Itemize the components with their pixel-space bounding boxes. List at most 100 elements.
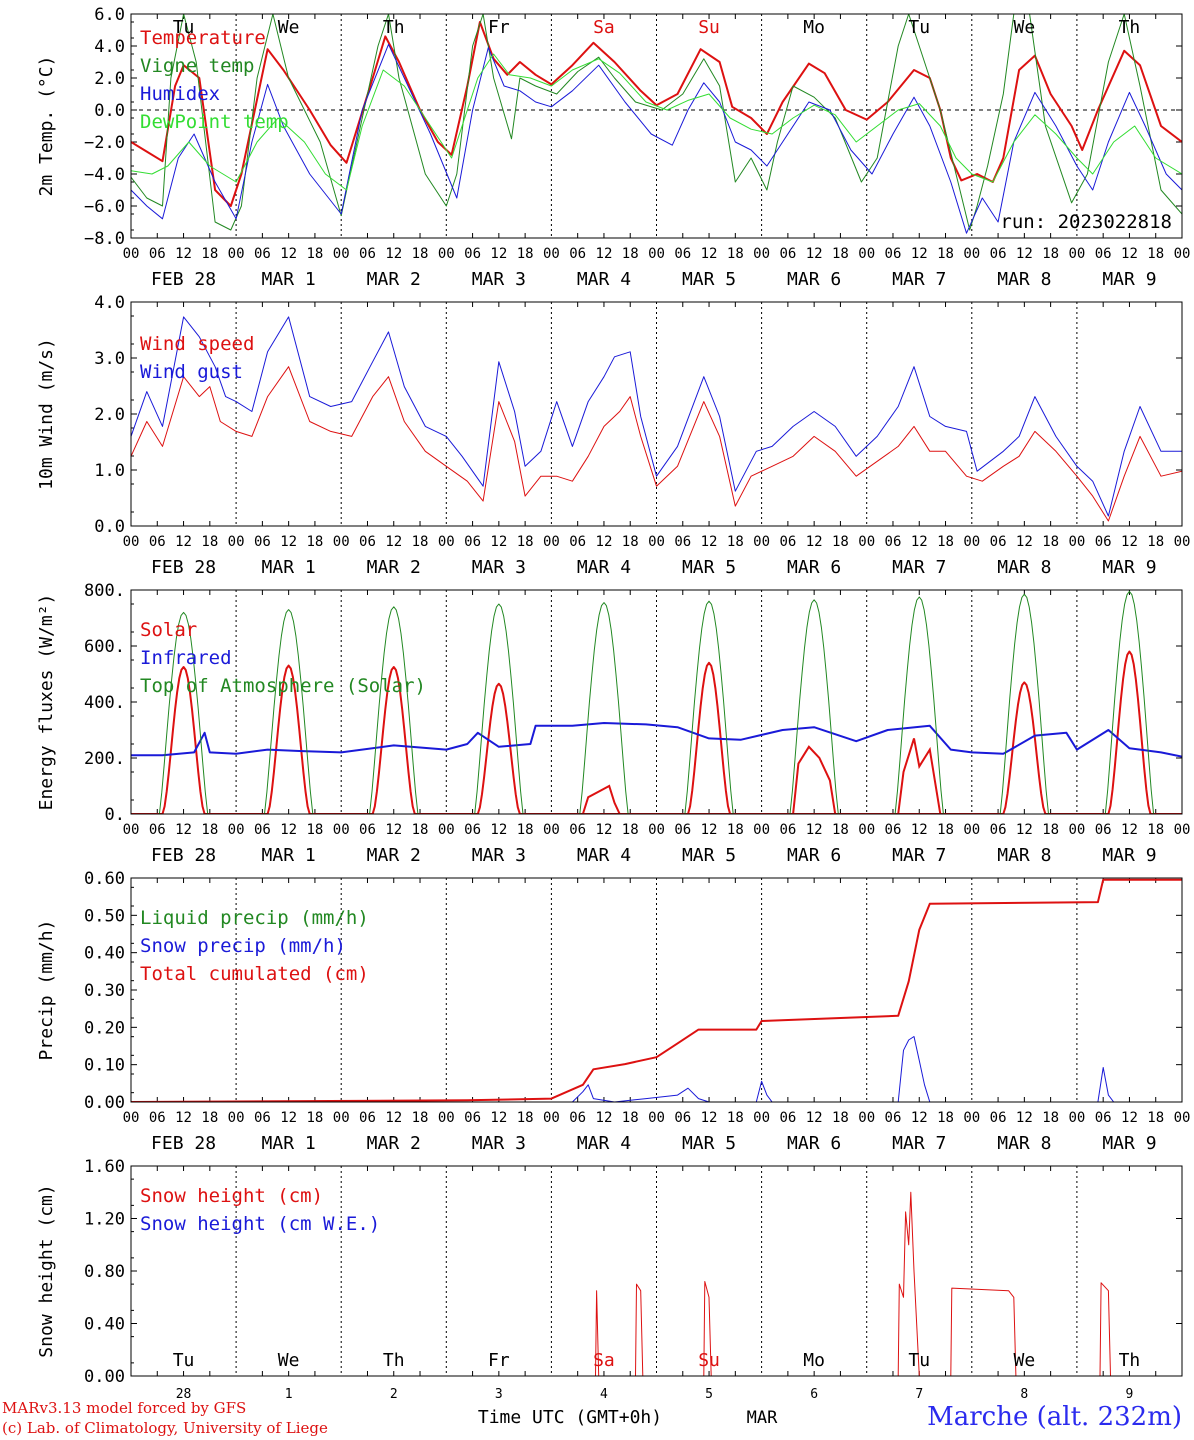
y-tick-label: 0.50 <box>84 906 125 926</box>
hour-label: 06 <box>149 246 166 262</box>
run-annotation: run: 2023022818 <box>1000 211 1172 233</box>
hour-label: 12 <box>1016 246 1033 262</box>
hour-label: 00 <box>1174 1110 1191 1126</box>
day-name: Su <box>698 1350 720 1371</box>
legend-entry: Liquid precip (mm/h) <box>140 907 369 929</box>
y-tick-label: 2.0 <box>94 405 125 425</box>
hour-label: 18 <box>832 1110 849 1126</box>
hour-label: 06 <box>1095 1110 1112 1126</box>
hour-label: 12 <box>1121 822 1138 838</box>
hour-label: 00 <box>1174 246 1191 262</box>
hour-label: 12 <box>806 822 823 838</box>
day-name: Tu <box>908 1350 930 1371</box>
hour-label: 12 <box>1016 1110 1033 1126</box>
y-tick-label: 0.00 <box>84 1093 125 1113</box>
hour-label: 18 <box>832 822 849 838</box>
hour-label: 12 <box>1121 246 1138 262</box>
date-label: MAR 7 <box>892 845 946 866</box>
hour-label: 00 <box>963 822 980 838</box>
y-tick-label: 0.40 <box>84 944 125 964</box>
series-vigne-temp <box>131 14 1182 231</box>
hour-label: 06 <box>885 246 902 262</box>
y-axis-title: Precip (mm/h) <box>36 920 57 1061</box>
day-name: Tu <box>908 17 930 38</box>
hour-label: 06 <box>990 534 1007 550</box>
panel-frame <box>130 589 1183 815</box>
hour-label: 12 <box>385 822 402 838</box>
hour-label: 18 <box>517 1110 534 1126</box>
day-name: We <box>278 1350 300 1371</box>
y-tick-label: 0.20 <box>84 1018 125 1038</box>
hour-label: 06 <box>885 1110 902 1126</box>
hour-label: 00 <box>1174 822 1191 838</box>
date-label: MAR 9 <box>1102 845 1156 866</box>
date-label: MAR 8 <box>997 1133 1051 1154</box>
series-wind-speed <box>131 366 1182 522</box>
hour-label: 00 <box>1174 534 1191 550</box>
date-label: MAR 9 <box>1102 557 1156 578</box>
series-solar-extra <box>581 738 942 814</box>
date-label: MAR 4 <box>577 557 631 578</box>
hour-label: 18 <box>1042 534 1059 550</box>
hour-label: 00 <box>228 1110 245 1126</box>
hour-label: 12 <box>596 822 613 838</box>
hour-label: 00 <box>753 1110 770 1126</box>
day-name: Sa <box>593 1350 615 1371</box>
date-label: MAR 2 <box>367 557 421 578</box>
month-label: MAR <box>747 1408 778 1428</box>
hour-label: 12 <box>490 534 507 550</box>
y-tick-label: 1.60 <box>84 1157 125 1177</box>
y-tick-label: −2.0 <box>84 133 125 153</box>
hour-label: 18 <box>937 246 954 262</box>
series-group <box>131 316 1182 522</box>
date-label: FEB 28 <box>151 1133 216 1154</box>
y-tick-label: 0. <box>105 805 125 825</box>
hour-label: 18 <box>832 246 849 262</box>
hour-label: 18 <box>622 246 639 262</box>
hour-label: 18 <box>306 1110 323 1126</box>
hour-label: 00 <box>123 246 140 262</box>
date-label: MAR 1 <box>262 269 316 290</box>
date-label: MAR 8 <box>997 845 1051 866</box>
y-axis-title: Snow height (cm) <box>36 1184 57 1357</box>
day-name: Th <box>383 1350 405 1371</box>
hour-label: 12 <box>596 1110 613 1126</box>
legend-entry: Solar <box>140 619 197 641</box>
date-label: MAR 5 <box>682 845 736 866</box>
date-label: MAR 1 <box>262 557 316 578</box>
hour-label: 00 <box>648 1110 665 1126</box>
series-group <box>131 590 1182 814</box>
hour-label: 00 <box>858 822 875 838</box>
series-group <box>131 14 1182 234</box>
hour-label: 18 <box>517 534 534 550</box>
legend-entry: Wind gust <box>140 361 243 383</box>
hour-label: 12 <box>1016 534 1033 550</box>
hour-label: 00 <box>228 822 245 838</box>
hour-label: 06 <box>779 822 796 838</box>
hour-label: 12 <box>175 246 192 262</box>
hour-label: 06 <box>674 246 691 262</box>
hour-label: 06 <box>1095 246 1112 262</box>
date-label: MAR 3 <box>472 1133 526 1154</box>
hour-label: 00 <box>123 534 140 550</box>
hour-label: 00 <box>753 822 770 838</box>
day-name: Sa <box>593 17 615 38</box>
hour-label: 00 <box>123 822 140 838</box>
hour-label: 18 <box>1042 822 1059 838</box>
day-name: Fr <box>488 17 510 38</box>
hour-label: 12 <box>175 822 192 838</box>
y-axis-title: Energy fluxes (W/m²) <box>36 594 57 811</box>
series-dewpoint-temp <box>131 53 1182 191</box>
y-axis-title: 2m Temp. (°C) <box>36 56 57 197</box>
hour-label: 12 <box>490 822 507 838</box>
hour-label: 00 <box>333 246 350 262</box>
hour-label: 18 <box>412 534 429 550</box>
date-label: MAR 6 <box>787 557 841 578</box>
hour-label: 18 <box>201 822 218 838</box>
hour-label: 18 <box>937 822 954 838</box>
hour-label: 00 <box>438 534 455 550</box>
hour-label: 06 <box>359 1110 376 1126</box>
hour-label: 06 <box>569 246 586 262</box>
date-label: MAR 1 <box>262 845 316 866</box>
hour-label: 18 <box>937 534 954 550</box>
